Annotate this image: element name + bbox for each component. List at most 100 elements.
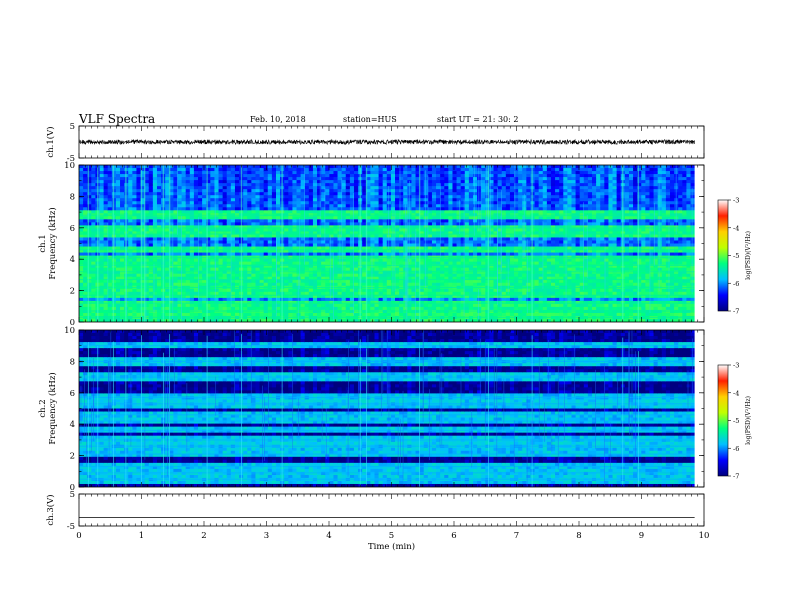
spectrogram-cell: [415, 309, 421, 314]
spectrogram-cell: [300, 246, 306, 251]
spectrogram-cell: [251, 183, 257, 187]
spectrogram-cell: [464, 231, 470, 236]
spectrogram-cell: [87, 282, 92, 287]
spectrogram-cell: [214, 312, 220, 317]
spectrogram-cell: [399, 318, 404, 322]
spectrogram-cell: [386, 306, 392, 311]
spectrogram-cell: [234, 234, 240, 239]
spectrogram-cell: [83, 282, 88, 287]
spectrogram-cell: [321, 183, 326, 187]
spectrogram-cell: [431, 186, 437, 190]
spectrogram-cell: [234, 264, 240, 269]
spectrogram-cell: [140, 231, 146, 236]
spectrogram-cell: [271, 174, 277, 178]
spectrogram-cell: [120, 291, 125, 296]
spectrogram-cell: [214, 294, 220, 299]
spectrogram-cell: [103, 165, 109, 169]
spectrogram-cell: [99, 231, 105, 236]
spectrogram-cell: [370, 189, 376, 193]
spectrogram-cell: [284, 174, 289, 178]
spectrogram-cell: [341, 177, 347, 181]
spectrogram-cell: [115, 294, 121, 299]
spectrogram-cell: [464, 297, 470, 302]
spectrogram-cell: [452, 180, 458, 184]
spectrogram-cell: [148, 174, 154, 178]
spectrogram-cell: [308, 270, 314, 275]
spectrogram-cell: [259, 249, 265, 254]
spectrogram-cell: [169, 240, 174, 245]
spectrogram-cell: [448, 210, 454, 214]
spectrogram-cell: [263, 201, 269, 205]
spectrogram-cell: [370, 198, 376, 202]
spectrogram-cell: [386, 252, 392, 257]
spectrogram-cell: [362, 276, 367, 281]
spectrogram-cell: [206, 228, 211, 233]
spectrogram-cell: [468, 240, 474, 245]
spectrogram-cell: [111, 186, 117, 190]
spectrogram-cell: [181, 174, 187, 178]
spectrogram-cell: [431, 177, 437, 181]
spectrogram-cell: [444, 249, 449, 254]
spectrogram-cell: [415, 168, 421, 172]
spectrogram-cell: [333, 282, 339, 287]
spectrogram-cell: [165, 237, 170, 242]
spectrogram-cell: [423, 195, 429, 199]
spectrogram-cell: [444, 207, 449, 211]
spectrogram-cell: [317, 249, 322, 254]
spectrogram-cell: [353, 186, 359, 190]
spectrogram-cell: [312, 294, 318, 299]
spectrogram-cell: [382, 243, 388, 248]
spectrogram-cell: [83, 237, 88, 242]
spectrogram-cell: [226, 267, 232, 272]
spectrogram-cell: [189, 294, 195, 299]
spectrogram-cell: [267, 279, 273, 284]
spectrogram-cell: [152, 258, 158, 263]
spectrogram-cell: [382, 246, 388, 251]
spectrogram-cell: [263, 294, 269, 299]
spectrogram-cell: [128, 195, 133, 199]
spectrogram-cell: [321, 198, 326, 202]
spectrogram-cell: [198, 261, 203, 266]
spectrogram-cell: [284, 288, 289, 293]
spectrogram-cell: [210, 294, 216, 299]
spectrogram-cell: [177, 312, 183, 317]
spectrogram-cell: [304, 258, 310, 263]
spectrogram-cell: [403, 180, 408, 184]
spectrogram-cell: [419, 183, 425, 187]
spectrogram-cell: [317, 294, 322, 299]
spectrogram-cell: [152, 279, 158, 284]
spectrogram-cell: [210, 186, 216, 190]
spectrogram-cell: [390, 192, 396, 196]
spectrogram-cell: [193, 243, 199, 248]
spectrogram-cell: [271, 240, 277, 245]
spectrogram-cell: [99, 273, 105, 278]
spectrogram-cell: [226, 228, 232, 233]
spectrogram-cell: [456, 306, 462, 311]
spectrogram-cell: [337, 165, 343, 169]
spectrogram-cell: [263, 273, 269, 278]
spectrogram-cell: [460, 168, 466, 172]
spectrogram-cell: [288, 234, 294, 239]
spectrogram-cell: [259, 210, 265, 214]
spectrogram-cell: [345, 282, 351, 287]
spectrogram-cell: [300, 189, 306, 193]
spectrogram-cell: [312, 306, 318, 311]
spectrogram-cell: [366, 204, 371, 208]
spectrogram-cell: [140, 234, 146, 239]
spectrogram-cell: [193, 288, 199, 293]
spectrogram-cell: [325, 222, 330, 226]
spectrogram-cell: [189, 270, 195, 275]
spectrogram-cell: [198, 303, 203, 308]
spectrogram-cell: [210, 273, 216, 278]
spectrogram-cell: [321, 294, 326, 299]
spectrogram-cell: [214, 207, 220, 211]
spectrogram-cell: [276, 237, 281, 242]
spectrogram-cell: [304, 264, 310, 269]
spectrogram-cell: [198, 204, 203, 208]
spectrogram-cell: [300, 216, 306, 220]
spectrogram-cell: [136, 204, 142, 208]
spectrogram-cell: [267, 318, 273, 322]
spectrogram-cell: [169, 246, 174, 251]
spectrogram-cell: [317, 192, 322, 196]
spectrogram-cell: [177, 222, 183, 226]
